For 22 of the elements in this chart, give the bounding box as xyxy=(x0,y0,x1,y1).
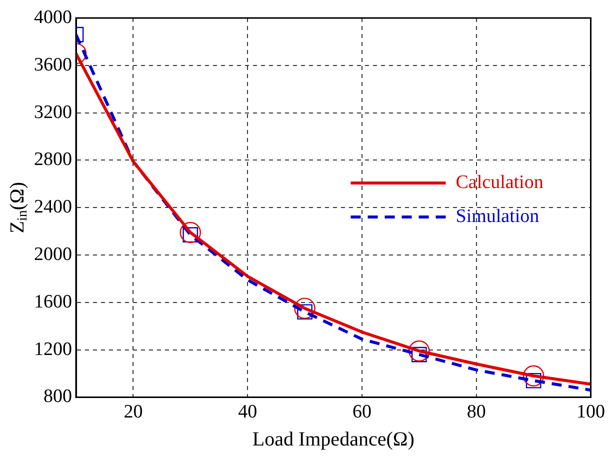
x-tick-label: 100 xyxy=(576,402,605,423)
x-tick-label: 80 xyxy=(466,402,486,423)
point xyxy=(408,340,430,362)
x-tick-label: 20 xyxy=(124,402,143,423)
y-tick-label: 3200 xyxy=(34,102,72,123)
y-tick-label: 1200 xyxy=(34,338,72,360)
y-tick-label: 3600 xyxy=(34,54,72,76)
point xyxy=(522,365,544,386)
x-axis-title: Load Impedance(Ω) xyxy=(252,428,414,450)
point xyxy=(294,298,316,319)
legend-label: Simulation xyxy=(456,206,540,227)
y-axis-title: Zin(Ω) xyxy=(6,182,31,234)
y-tick-label: 2800 xyxy=(34,149,72,170)
legend-label: Calculation xyxy=(456,172,544,193)
y-tick-label: 1600 xyxy=(34,291,72,312)
point xyxy=(180,222,201,244)
x-tick-label: 40 xyxy=(238,402,258,423)
y-tick-label: 800 xyxy=(44,386,72,408)
y-tick-label: 2400 xyxy=(34,196,72,218)
y-tick-label: 4000 xyxy=(34,6,72,28)
y-tick-label: 2000 xyxy=(34,244,72,265)
x-tick-label: 60 xyxy=(352,402,372,423)
